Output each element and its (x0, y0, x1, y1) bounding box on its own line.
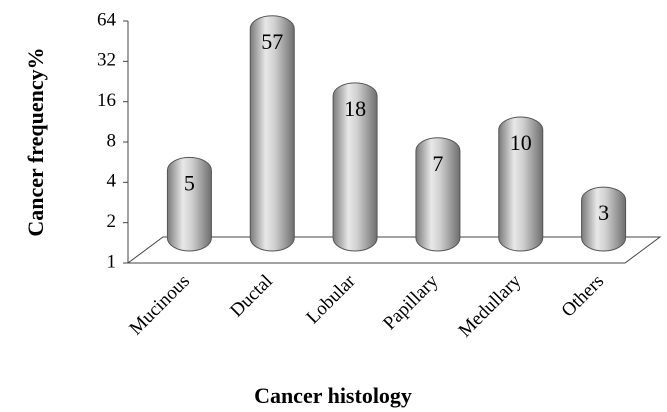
bar (498, 116, 544, 252)
floor (126, 236, 662, 264)
x-tick-label: Medullary (455, 270, 526, 341)
y-tick-label: 1 (107, 251, 117, 272)
y-tick-label: 16 (97, 90, 116, 111)
bar (249, 15, 295, 252)
data-label: 7 (432, 151, 443, 176)
data-label: 18 (344, 96, 366, 121)
bar (166, 156, 212, 252)
y-tick-label: 8 (107, 130, 117, 151)
data-label: 10 (510, 130, 532, 155)
x-axis-title: Cancer histology (254, 383, 412, 408)
y-axis-title: Cancer frequency% (23, 47, 48, 236)
y-tick-label: 4 (107, 171, 117, 192)
y-tick-label: 2 (107, 211, 117, 232)
y-tick-label: 32 (97, 50, 116, 71)
x-tick-label: Ductal (226, 271, 277, 322)
bar (332, 82, 378, 252)
x-tick-label: Mucinous (125, 271, 194, 340)
bar (415, 137, 461, 252)
x-tick-label: Lobular (302, 270, 360, 328)
data-label: 3 (598, 200, 609, 225)
x-tick-label: Papillary (379, 270, 443, 334)
x-tick-label: Others (558, 271, 609, 322)
y-tick-label: 64 (97, 9, 117, 30)
data-label: 57 (261, 29, 283, 54)
bar (581, 186, 627, 252)
data-label: 5 (184, 170, 195, 195)
